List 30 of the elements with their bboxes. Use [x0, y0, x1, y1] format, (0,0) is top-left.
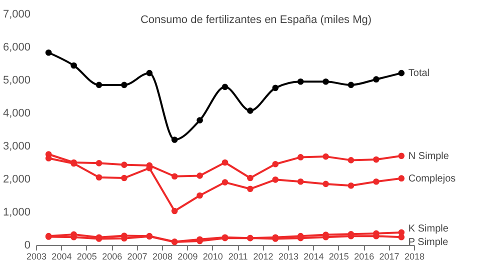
- x-tick-label: 2003: [26, 252, 47, 262]
- y-tick-label: 6,000: [2, 42, 30, 54]
- y-tick-label: 4,000: [2, 108, 30, 120]
- x-tick-label: 2012: [253, 252, 274, 262]
- x-tick-label: 2010: [202, 252, 223, 262]
- y-tick-label: 7,000: [2, 8, 30, 20]
- x-tick-label: 2015: [328, 252, 349, 262]
- series-label: K Simple: [408, 223, 449, 234]
- x-tick-label: 2004: [52, 252, 72, 262]
- series-label: P Simple: [408, 237, 449, 248]
- x-tick-label: 2018: [404, 252, 425, 262]
- y-tick-label: 3,000: [2, 140, 30, 152]
- x-tick-label: 2005: [76, 252, 97, 262]
- x-tick-label: 2011: [228, 252, 248, 262]
- chart-title: Consumo de fertilizantes en España (miles Mg): [140, 14, 372, 26]
- x-tick-label: 2016: [354, 252, 374, 262]
- y-tick-label: 5,000: [2, 74, 30, 86]
- y-tick-label: 0: [24, 240, 30, 252]
- x-tick-label: 2014: [304, 252, 324, 262]
- x-tick-label: 2006: [102, 252, 122, 262]
- x-tick-label: 2017: [379, 252, 400, 262]
- x-tick-label: 2013: [278, 252, 299, 262]
- series-label: Total: [408, 68, 430, 80]
- y-tick-label: 2,000: [2, 174, 30, 186]
- x-tick-label: 2008: [152, 252, 173, 262]
- y-tick-label: 1,000: [2, 206, 30, 218]
- series-label: N Simple: [408, 150, 450, 162]
- x-tick-label: 2007: [127, 252, 148, 262]
- x-tick-label: 2009: [178, 252, 198, 262]
- series-label: Complejos: [408, 173, 456, 184]
